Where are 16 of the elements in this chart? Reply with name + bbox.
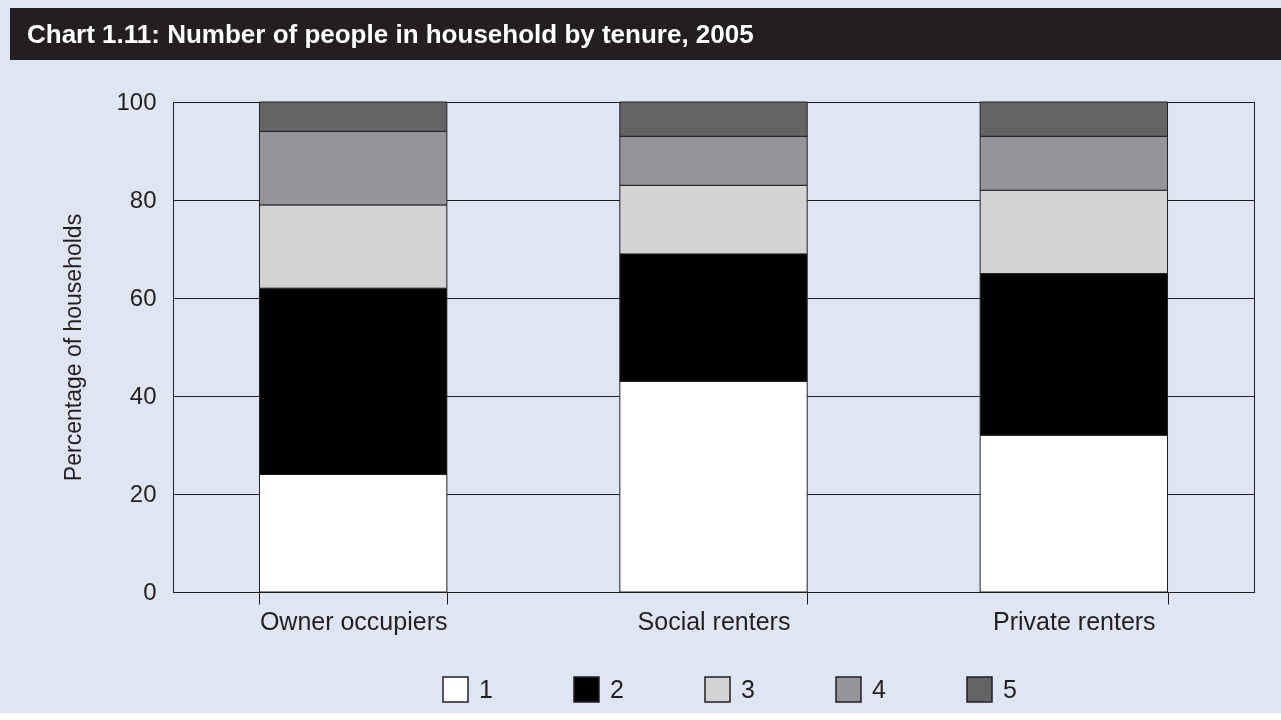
x-tick-label: Social renters: [637, 606, 791, 635]
y-tick-label: 60: [129, 283, 157, 311]
legend-label: 2: [610, 674, 624, 703]
legend-label: 4: [872, 674, 886, 703]
y-tick-label: 0: [143, 577, 157, 605]
legend-label: 3: [741, 674, 755, 703]
legend-label: 1: [479, 674, 493, 703]
y-tick-label: 80: [129, 185, 157, 213]
x-tick-label: Private renters: [993, 606, 1156, 635]
legend-label: 5: [1003, 674, 1017, 703]
y-tick-label: 20: [129, 479, 157, 507]
y-tick-label: 100: [116, 87, 157, 115]
chart-title: Chart 1.11: Number of people in household by tenure, 2005: [27, 19, 754, 49]
y-tick-label: 40: [129, 381, 157, 409]
y-axis-title: Percentage of households: [60, 213, 87, 482]
x-tick-label: Owner occupiers: [259, 606, 448, 635]
